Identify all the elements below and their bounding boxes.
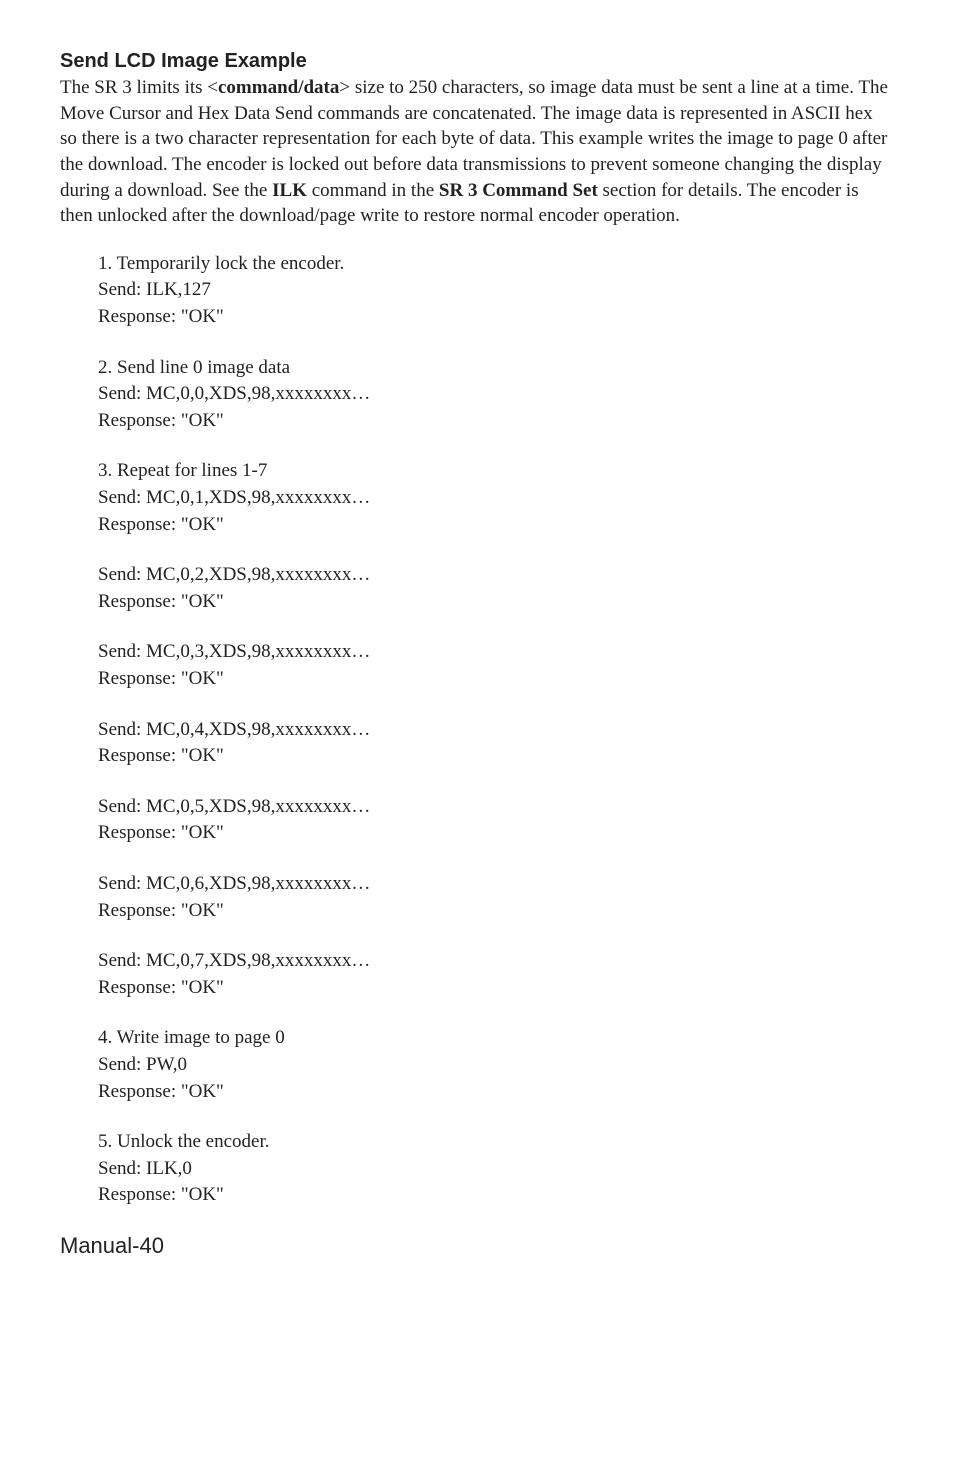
command-line: 4. Write image to page 0 xyxy=(98,1025,894,1052)
command-line: Send: MC,0,1,XDS,98,xxxxxxxx… xyxy=(98,485,894,512)
command-block: 3. Repeat for lines 1-7Send: MC,0,1,XDS,… xyxy=(98,458,894,538)
paragraph-bold: SR 3 Command Set xyxy=(439,180,598,201)
command-line: Response: "OK" xyxy=(98,1182,894,1209)
paragraph-text: command in the xyxy=(307,180,439,201)
command-line: Response: "OK" xyxy=(98,975,894,1002)
command-block: Send: MC,0,5,XDS,98,xxxxxxxx…Response: "… xyxy=(98,794,894,847)
command-line: Send: ILK,127 xyxy=(98,277,894,304)
command-line: Response: "OK" xyxy=(98,898,894,925)
command-line: Response: "OK" xyxy=(98,1079,894,1106)
command-block: Send: MC,0,6,XDS,98,xxxxxxxx…Response: "… xyxy=(98,871,894,924)
command-line: Send: MC,0,6,XDS,98,xxxxxxxx… xyxy=(98,871,894,898)
command-line: Send: MC,0,7,XDS,98,xxxxxxxx… xyxy=(98,948,894,975)
paragraph-bold: command/data xyxy=(218,77,339,98)
command-line: Response: "OK" xyxy=(98,304,894,331)
command-line: Response: "OK" xyxy=(98,820,894,847)
intro-paragraph: The SR 3 limits its <command/data> size … xyxy=(60,75,894,229)
paragraph-text: The SR 3 limits its < xyxy=(60,77,218,98)
section-heading: Send LCD Image Example xyxy=(60,50,894,73)
command-block: Send: MC,0,2,XDS,98,xxxxxxxx…Response: "… xyxy=(98,562,894,615)
command-block: 2. Send line 0 image dataSend: MC,0,0,XD… xyxy=(98,355,894,435)
command-line: Send: ILK,0 xyxy=(98,1156,894,1183)
page-footer: Manual-40 xyxy=(60,1233,894,1259)
command-block: Send: MC,0,3,XDS,98,xxxxxxxx…Response: "… xyxy=(98,639,894,692)
command-line: 5. Unlock the encoder. xyxy=(98,1129,894,1156)
command-line: 2. Send line 0 image data xyxy=(98,355,894,382)
command-block: 5. Unlock the encoder.Send: ILK,0Respons… xyxy=(98,1129,894,1209)
command-line: Send: MC,0,4,XDS,98,xxxxxxxx… xyxy=(98,717,894,744)
command-line: Response: "OK" xyxy=(98,589,894,616)
command-block: Send: MC,0,7,XDS,98,xxxxxxxx…Response: "… xyxy=(98,948,894,1001)
command-line: Response: "OK" xyxy=(98,512,894,539)
command-block: Send: MC,0,4,XDS,98,xxxxxxxx…Response: "… xyxy=(98,717,894,770)
command-line: 3. Repeat for lines 1-7 xyxy=(98,458,894,485)
command-block: 4. Write image to page 0Send: PW,0Respon… xyxy=(98,1025,894,1105)
command-line: Send: MC,0,0,XDS,98,xxxxxxxx… xyxy=(98,381,894,408)
command-block: 1. Temporarily lock the encoder.Send: IL… xyxy=(98,251,894,331)
command-line: 1. Temporarily lock the encoder. xyxy=(98,251,894,278)
command-line: Response: "OK" xyxy=(98,666,894,693)
paragraph-bold: ILK xyxy=(272,180,307,201)
command-line: Send: MC,0,3,XDS,98,xxxxxxxx… xyxy=(98,639,894,666)
command-line: Send: MC,0,2,XDS,98,xxxxxxxx… xyxy=(98,562,894,589)
command-line: Send: PW,0 xyxy=(98,1052,894,1079)
command-line: Response: "OK" xyxy=(98,743,894,770)
command-line: Send: MC,0,5,XDS,98,xxxxxxxx… xyxy=(98,794,894,821)
command-line: Response: "OK" xyxy=(98,408,894,435)
